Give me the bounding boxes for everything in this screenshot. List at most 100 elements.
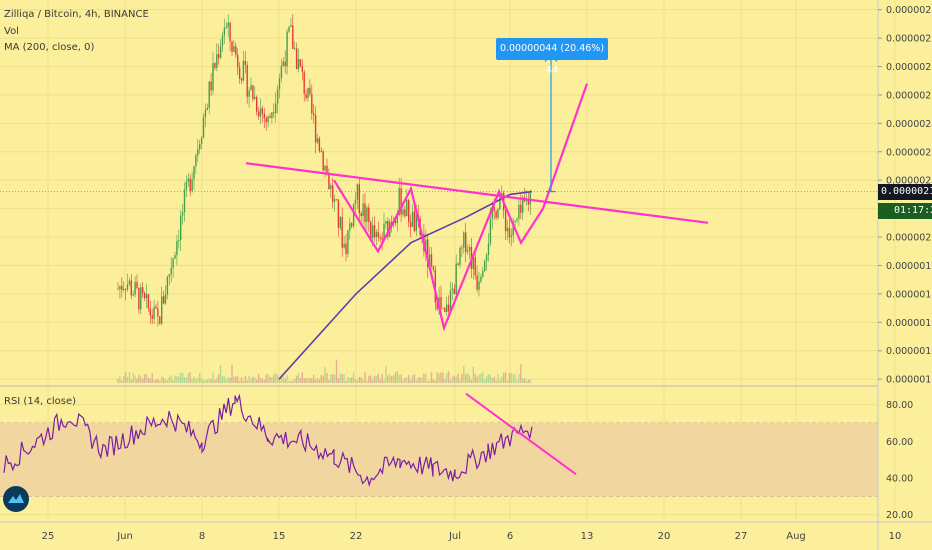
volume-bar bbox=[162, 377, 165, 383]
volume-bar bbox=[423, 373, 425, 383]
candle-body bbox=[259, 108, 262, 117]
candle-body bbox=[352, 203, 355, 227]
candle-body bbox=[166, 276, 169, 295]
volume-bar bbox=[271, 377, 273, 383]
volume-bar bbox=[349, 377, 351, 383]
candle-body bbox=[208, 81, 210, 108]
candle-body bbox=[425, 239, 427, 252]
candle-body bbox=[303, 71, 305, 94]
volume-bar bbox=[307, 378, 309, 383]
tradingview-logo[interactable] bbox=[3, 486, 29, 512]
volume-bar bbox=[434, 380, 436, 383]
candle-body bbox=[499, 197, 501, 209]
volume-bar bbox=[400, 374, 402, 383]
price-tick-label: 0.00000240 bbox=[886, 119, 932, 130]
rsi-indicator-label[interactable]: RSI (14, close) bbox=[4, 396, 77, 407]
candle-body bbox=[506, 227, 509, 232]
rsi-tick-label: 60.00 bbox=[886, 437, 913, 448]
pattern-trendline bbox=[333, 83, 589, 332]
candle-body bbox=[459, 247, 461, 265]
measurement-label: 0.00000044 (20.46%) 44 bbox=[496, 38, 608, 76]
volume-bar bbox=[322, 375, 324, 383]
volume-bar bbox=[237, 376, 239, 383]
candle-body bbox=[219, 45, 222, 58]
volume-bar bbox=[254, 377, 256, 383]
volume-bar bbox=[252, 376, 254, 383]
volume-bar bbox=[520, 364, 522, 383]
candle-body bbox=[284, 61, 286, 67]
volume-bar bbox=[421, 377, 423, 383]
candle-body bbox=[297, 59, 300, 70]
candle-body bbox=[328, 173, 330, 190]
volume-bar bbox=[330, 374, 332, 383]
candle-body bbox=[282, 61, 284, 66]
volume-bar bbox=[497, 374, 499, 383]
candle-body bbox=[157, 308, 159, 317]
volume-indicator-label[interactable]: Vol bbox=[4, 26, 19, 37]
volume-bar bbox=[238, 380, 241, 383]
volume-bar bbox=[246, 380, 248, 383]
price-tick-label: 0.00000170 bbox=[886, 318, 932, 329]
volume-bar bbox=[210, 378, 212, 383]
candle-body bbox=[206, 107, 208, 111]
candle-body bbox=[522, 197, 524, 213]
candle-body bbox=[436, 302, 438, 309]
price-tick-label: 0.00000200 bbox=[886, 233, 932, 244]
volume-bar bbox=[140, 376, 142, 383]
candle-body bbox=[341, 217, 343, 248]
rsi-tick-label: 80.00 bbox=[886, 400, 913, 411]
candle-body bbox=[368, 207, 370, 222]
volume-bar bbox=[276, 374, 279, 383]
volume-bar bbox=[332, 374, 334, 383]
volume-bar bbox=[151, 372, 153, 383]
candle-body bbox=[371, 225, 374, 239]
volume-bar bbox=[366, 380, 368, 383]
price-axis[interactable]: 0.00000280 0.00000270 0.00000260 0.00000250… bbox=[878, 5, 932, 386]
volume-bar bbox=[514, 374, 516, 383]
candle-body bbox=[136, 281, 138, 288]
candle-body bbox=[275, 103, 277, 114]
volume-bar bbox=[419, 377, 421, 383]
candle-body bbox=[174, 255, 176, 259]
volume-bar bbox=[347, 377, 349, 383]
volume-bar bbox=[451, 376, 454, 383]
rsi-line bbox=[3, 393, 533, 488]
volume-bar bbox=[227, 376, 229, 383]
volume-bar bbox=[506, 380, 509, 383]
candle-body bbox=[267, 116, 269, 123]
volume-bar bbox=[212, 372, 214, 383]
candle-body bbox=[189, 178, 191, 191]
volume-bar bbox=[316, 377, 319, 383]
candle-body bbox=[117, 288, 119, 290]
date-tick-label: Jul bbox=[448, 531, 461, 542]
candle-body bbox=[358, 184, 360, 214]
volume-bar bbox=[200, 378, 203, 383]
volume-bar bbox=[178, 376, 180, 383]
candle-body bbox=[339, 217, 341, 228]
volume-bar bbox=[432, 379, 435, 383]
rsi-axis[interactable]: 80.00 60.00 40.00 20.00 bbox=[886, 400, 913, 521]
candle-body bbox=[301, 66, 303, 72]
volume-bar bbox=[172, 380, 174, 383]
candlesticks[interactable] bbox=[117, 13, 531, 327]
volume-bar bbox=[286, 375, 288, 383]
volume-bar bbox=[527, 379, 530, 383]
volume-bar bbox=[438, 373, 440, 383]
ma-indicator-label[interactable]: MA (200, close, 0) bbox=[4, 42, 95, 53]
symbol-title[interactable]: Zilliqa / Bitcoin, 4h, BINANCE bbox=[4, 9, 149, 20]
candle-body bbox=[354, 199, 357, 204]
candle-body bbox=[356, 184, 359, 200]
candle-body bbox=[385, 220, 387, 224]
volume-bar bbox=[235, 376, 237, 383]
logo-icon bbox=[8, 494, 24, 503]
candle-body bbox=[406, 200, 408, 217]
candle-body bbox=[276, 89, 279, 104]
candle-body bbox=[487, 243, 490, 255]
time-axis[interactable]: 25 Jun 8 15 22 Jul 6 13 20 27 Aug 10 bbox=[42, 531, 902, 542]
volume-bar bbox=[457, 373, 459, 383]
volume-bar bbox=[529, 379, 531, 383]
volume-bar bbox=[484, 379, 486, 383]
date-tick-label: Jun bbox=[116, 531, 133, 542]
candle-body bbox=[480, 276, 482, 282]
